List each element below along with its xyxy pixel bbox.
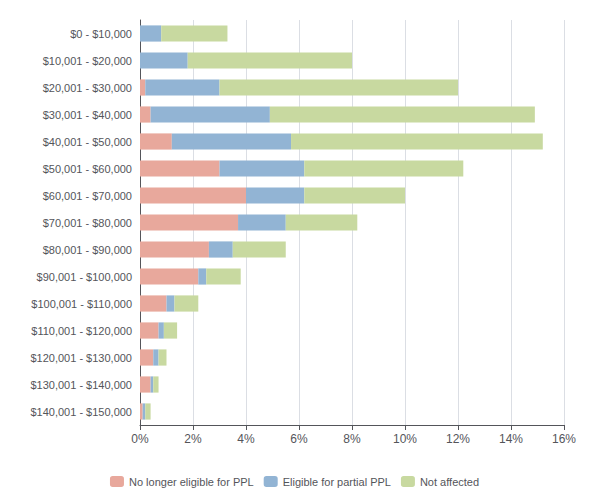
svg-text:14%: 14% <box>499 432 523 446</box>
svg-text:$110,001 - $120,000: $110,001 - $120,000 <box>31 325 132 337</box>
svg-text:$120,001 - $130,000: $120,001 - $130,000 <box>30 352 132 364</box>
svg-text:$30,001 - $40,000: $30,001 - $40,000 <box>43 109 132 121</box>
svg-text:$70,001 - $80,000: $70,001 - $80,000 <box>43 217 132 229</box>
svg-text:16%: 16% <box>552 432 576 446</box>
svg-text:$60,001 - $70,000: $60,001 - $70,000 <box>43 190 132 202</box>
svg-text:$20,001 - $30,000: $20,001 - $30,000 <box>43 82 132 94</box>
svg-text:6%: 6% <box>290 432 308 446</box>
svg-text:$140,001 - $150,000: $140,001 - $150,000 <box>30 406 132 418</box>
svg-text:Not affected: Not affected <box>420 476 479 488</box>
svg-text:12%: 12% <box>446 432 470 446</box>
svg-text:4%: 4% <box>237 432 255 446</box>
svg-text:$80,001 - $90,000: $80,001 - $90,000 <box>43 244 132 256</box>
svg-text:$50,001 - $60,000: $50,001 - $60,000 <box>43 163 132 175</box>
svg-text:10%: 10% <box>393 432 417 446</box>
svg-text:$40,001 - $50,000: $40,001 - $50,000 <box>43 136 132 148</box>
svg-text:$0 - $10,000: $0 - $10,000 <box>70 28 132 40</box>
svg-text:$100,001 - $110,000: $100,001 - $110,000 <box>31 298 132 310</box>
svg-text:No longer eligible for PPL: No longer eligible for PPL <box>129 476 254 488</box>
svg-text:$90,001 - $100,000: $90,001 - $100,000 <box>37 271 132 283</box>
svg-text:$130,001 - $140,000: $130,001 - $140,000 <box>30 379 132 391</box>
svg-text:2%: 2% <box>184 432 202 446</box>
svg-text:8%: 8% <box>343 432 361 446</box>
svg-text:Eligible for partial PPL: Eligible for partial PPL <box>283 476 391 488</box>
svg-text:0%: 0% <box>131 432 149 446</box>
svg-text:$10,001 - $20,000: $10,001 - $20,000 <box>43 55 132 67</box>
